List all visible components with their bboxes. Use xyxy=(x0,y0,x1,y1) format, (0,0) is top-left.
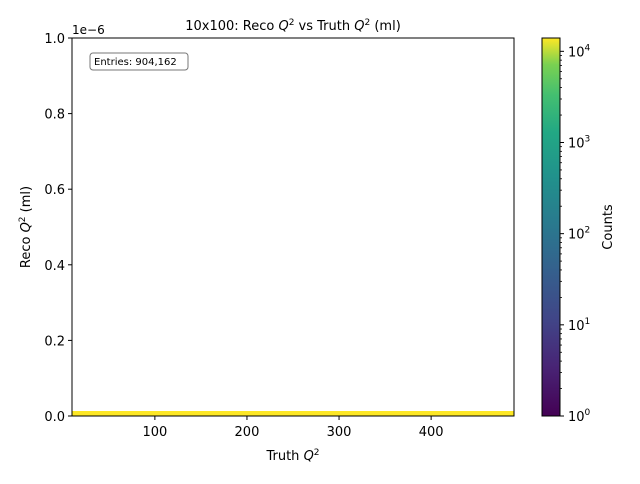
y-axis: 0.0 0.2 0.4 0.6 0.8 1.0 xyxy=(44,32,72,425)
colorbar-label: Counts xyxy=(601,204,616,250)
y-tick-label: 0.8 xyxy=(44,108,65,123)
y-tick-label: 1.0 xyxy=(44,32,65,47)
colorbar-axis: 100 101 102 103 104 xyxy=(560,43,591,425)
colorbar-tick-label: 102 xyxy=(568,226,590,243)
y-offset-label: 1e−6 xyxy=(72,23,105,37)
heatmap-band xyxy=(72,411,514,416)
x-tick-label: 300 xyxy=(327,425,352,440)
x-tick-label: 400 xyxy=(419,425,444,440)
stats-entries: Entries: 904,162 xyxy=(94,57,177,68)
colorbar xyxy=(542,38,560,416)
x-tick-label: 100 xyxy=(142,425,167,440)
x-tick-label: 200 xyxy=(235,425,260,440)
colorbar-tick-label: 100 xyxy=(568,408,591,425)
x-axis-label: Truth Q2 xyxy=(265,448,319,464)
plot-frame xyxy=(72,38,514,416)
stats-box: Entries: 904,162 xyxy=(90,53,188,70)
chart-title: 10x100: Reco Q2 vs Truth Q2 (ml) xyxy=(185,18,401,34)
y-tick-label: 0.6 xyxy=(44,183,65,198)
y-tick-label: 0.2 xyxy=(44,334,65,349)
x-axis: 100 200 300 400 xyxy=(142,416,443,440)
y-tick-label: 0.0 xyxy=(44,410,65,425)
y-axis-label: Reco Q2 (ml) xyxy=(18,186,34,268)
colorbar-tick-label: 104 xyxy=(568,43,591,60)
y-tick-label: 0.4 xyxy=(44,259,65,274)
colorbar-tick-label: 103 xyxy=(568,134,590,151)
colorbar-tick-label: 101 xyxy=(568,317,590,334)
